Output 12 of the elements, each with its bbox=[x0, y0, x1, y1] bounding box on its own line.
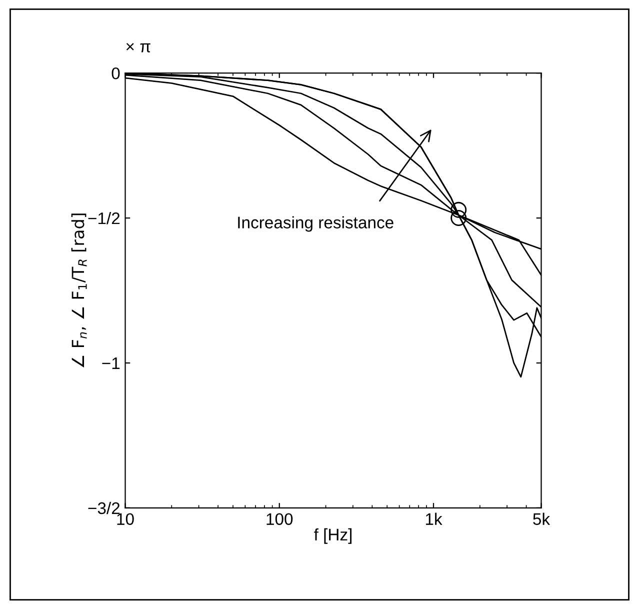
y-tick-label: 0 bbox=[112, 67, 120, 80]
y-tick-label: −1 bbox=[102, 358, 120, 370]
y-tick-label: −3/2 bbox=[88, 502, 120, 514]
x-tick-label: 1k bbox=[426, 512, 442, 525]
annotation: Increasing resistance bbox=[238, 216, 394, 232]
x-tick-label: 100 bbox=[266, 513, 293, 526]
y-axis-title: ∠ F$_{n}$, ∠ F$_{1}$/T$_{R}$ [rad] bbox=[71, 214, 87, 368]
y-tick-label: −1/2 bbox=[88, 212, 120, 224]
x-tick-label: 10 bbox=[117, 513, 134, 526]
x-axis-title: f [Hz] bbox=[314, 528, 352, 544]
x-tick-label: 5k bbox=[533, 512, 550, 526]
text: × π bbox=[126, 42, 150, 52]
